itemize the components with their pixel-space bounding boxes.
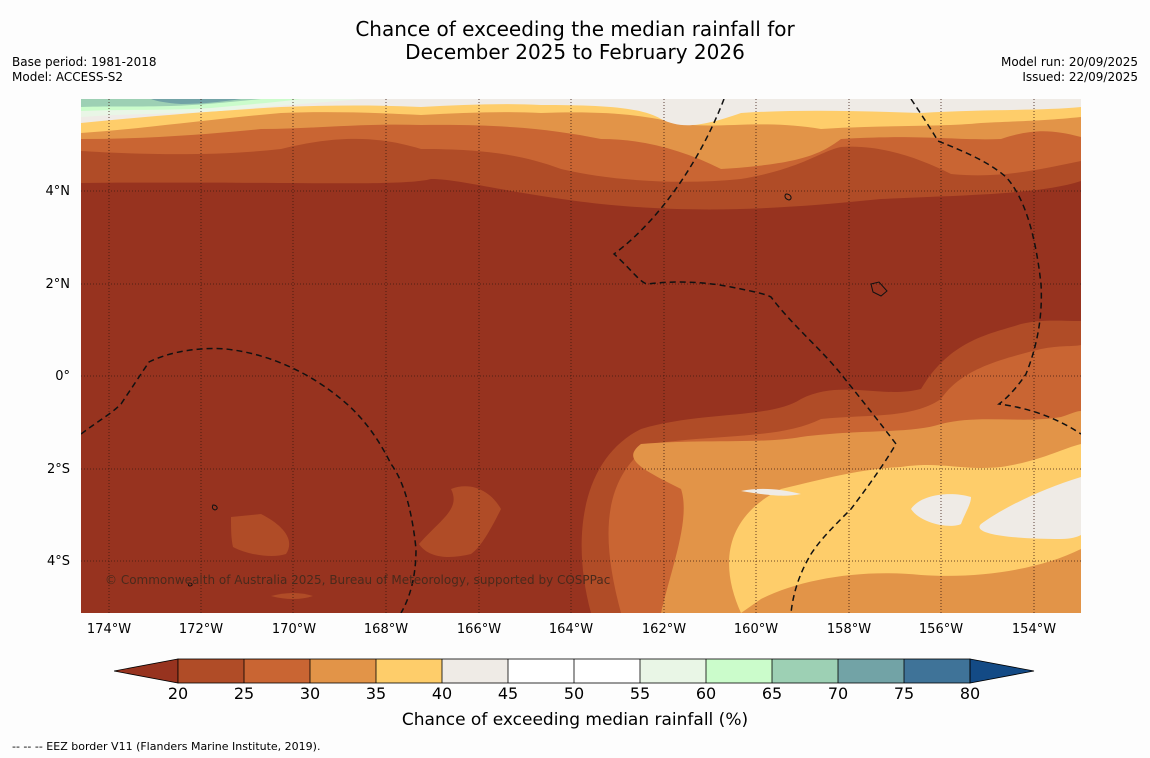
south-band-40 — [729, 444, 1081, 613]
lat-label: 2°N — [45, 277, 71, 292]
colorbar-tick: 50 — [563, 684, 585, 703]
lon-label: 162°W — [641, 622, 687, 637]
patch-west-c — [271, 593, 313, 599]
colorbar-segment — [640, 659, 706, 683]
title-line-1: Chance of exceeding the median rainfall … — [355, 17, 795, 41]
colorbar-tick: 55 — [629, 684, 651, 703]
south-band-45-c — [741, 488, 801, 496]
colorbar-tick: 20 — [167, 684, 189, 703]
lon-label: 154°W — [1011, 622, 1057, 637]
map-svg — [81, 99, 1081, 613]
lon-label: 168°W — [363, 622, 409, 637]
island-starbuck — [784, 193, 792, 201]
islands — [187, 193, 888, 587]
colorbar-tick: 60 — [695, 684, 717, 703]
lon-label: 172°W — [178, 622, 224, 637]
patch-west-b — [419, 486, 501, 557]
colorbar-tick: 65 — [761, 684, 783, 703]
colorbar-tick: 70 — [827, 684, 849, 703]
lon-label: 158°W — [826, 622, 872, 637]
lon-label: 156°W — [918, 622, 964, 637]
colorbar-extend-high — [969, 658, 1035, 684]
lon-label: 166°W — [456, 622, 502, 637]
colorbar-tick: 25 — [233, 684, 255, 703]
south-band-45-b — [979, 477, 1081, 539]
title-line-2: December 2025 to February 2026 — [405, 40, 745, 64]
lon-label: 174°W — [86, 622, 132, 637]
eez-border-west — [81, 347, 417, 613]
meta-right: Model run: 20/09/2025 Issued: 22/09/2025 — [1001, 55, 1138, 85]
colorbar-tick: 40 — [431, 684, 453, 703]
lat-label: 4°S — [46, 554, 70, 569]
colorbar-tick: 30 — [299, 684, 321, 703]
north-band-75 — [151, 99, 241, 104]
colorbar-segment — [244, 659, 310, 683]
eez-borders — [81, 99, 1081, 613]
island-south-1 — [211, 504, 218, 511]
model-text: Model: ACCESS-S2 — [12, 70, 124, 84]
lat-label: 4°N — [45, 184, 71, 199]
colorbar-segment — [772, 659, 838, 683]
south-band-45-a — [911, 494, 971, 526]
colorbar-extend-low — [113, 658, 179, 684]
colorbar-segment — [706, 659, 772, 683]
colorbar-label: Chance of exceeding median rainfall (%) — [401, 710, 749, 730]
north-band-45 — [81, 99, 1081, 126]
colorbar-tick: 45 — [497, 684, 519, 703]
colorbar-segment — [442, 659, 508, 683]
colorbar-tick: 75 — [893, 684, 915, 703]
eez-legend-note: -- -- -- EEZ border V11 (Flanders Marine… — [12, 740, 321, 753]
lat-label: 0° — [55, 369, 70, 384]
eez-border-east — [910, 99, 1081, 435]
colorbar-segment — [376, 659, 442, 683]
colorbar-segment — [178, 659, 244, 683]
colorbar-segment — [310, 659, 376, 683]
patch-west-a — [231, 514, 290, 557]
colorbar-segment — [904, 659, 970, 683]
rainfall-map — [81, 99, 1081, 613]
eez-border-central — [612, 99, 897, 613]
meta-left: Base period: 1981-2018 Model: ACCESS-S2 — [12, 55, 157, 85]
lon-label: 164°W — [548, 622, 594, 637]
colorbar-segment — [574, 659, 640, 683]
colorbar-tick: 35 — [365, 684, 387, 703]
colorbar-tick: 80 — [959, 684, 981, 703]
colorbar — [113, 658, 1038, 688]
issued-text: Issued: 22/09/2025 — [1022, 70, 1138, 84]
lon-label: 170°W — [271, 622, 317, 637]
island-south-2 — [187, 582, 193, 587]
colorbar-svg — [113, 658, 1035, 684]
model-run-text: Model run: 20/09/2025 — [1000, 55, 1138, 69]
colorbar-segment — [838, 659, 904, 683]
lat-label: 2°S — [46, 462, 70, 477]
lon-label: 160°W — [733, 622, 779, 637]
copyright-text: © Commonwealth of Australia 2025, Bureau… — [105, 573, 611, 587]
base-period-text: Base period: 1981-2018 — [12, 55, 157, 69]
map-title: Chance of exceeding the median rainfall … — [0, 18, 1150, 64]
island-malden — [870, 281, 888, 297]
colorbar-segment — [508, 659, 574, 683]
